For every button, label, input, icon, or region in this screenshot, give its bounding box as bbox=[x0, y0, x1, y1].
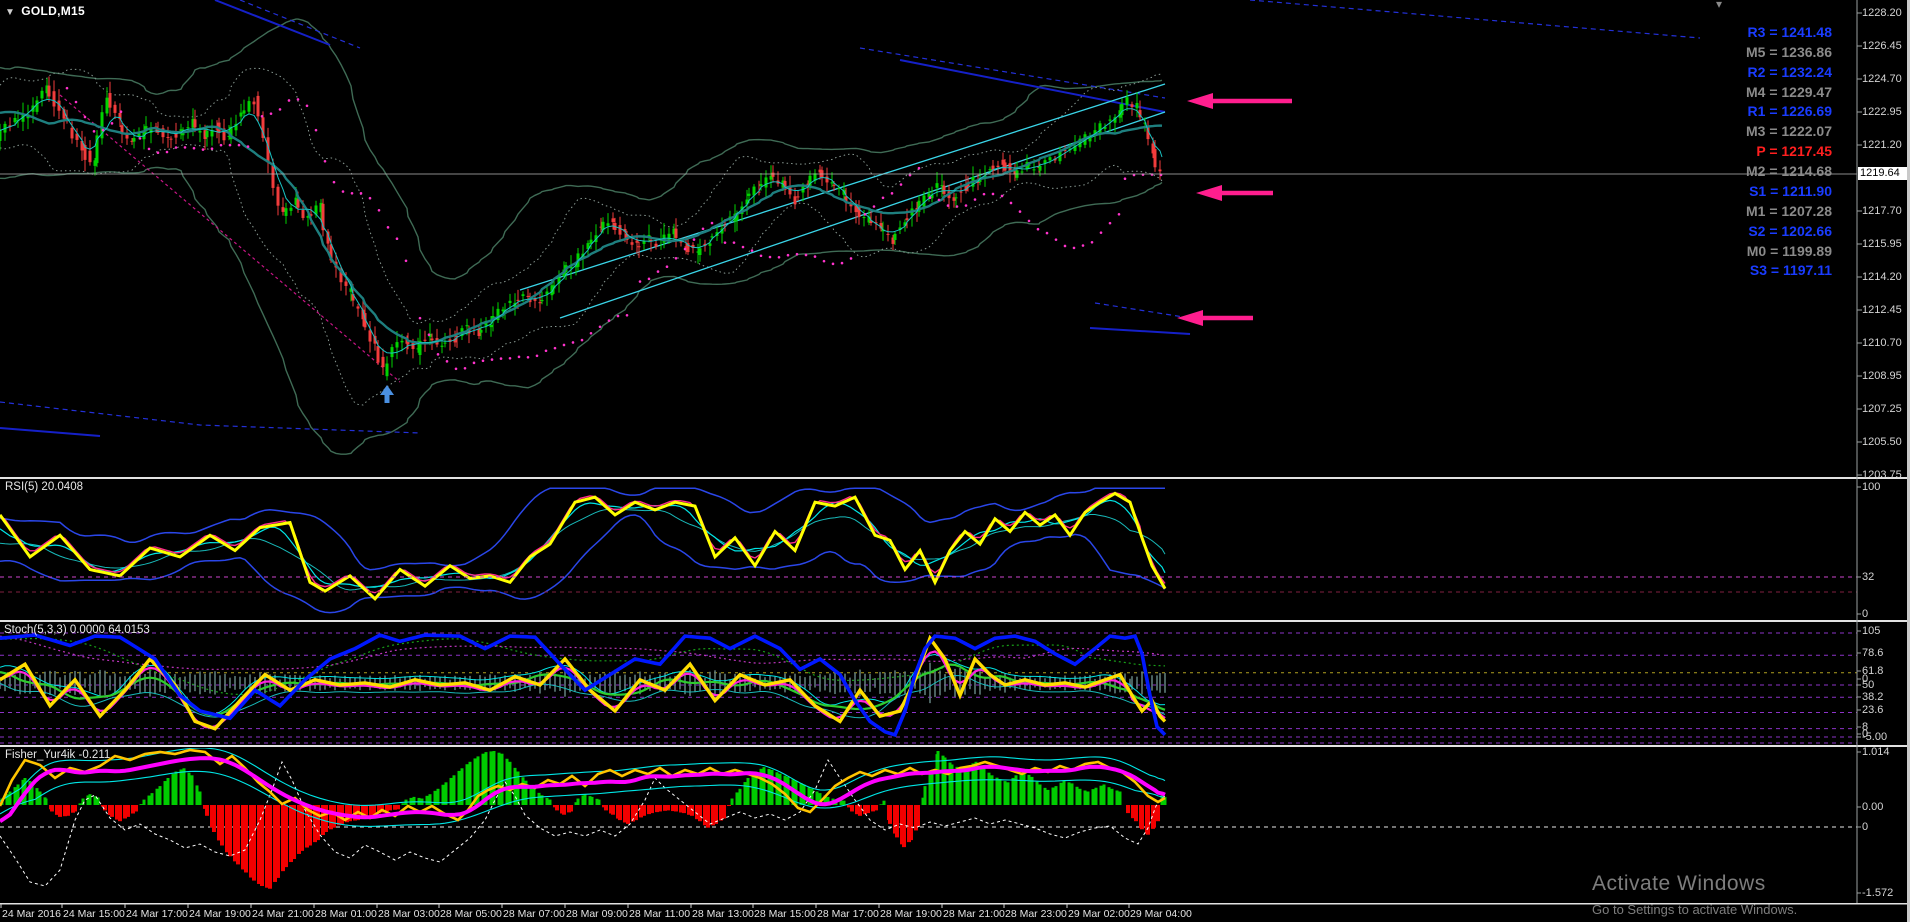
time-axis-label: 24 Mar 2016 bbox=[2, 908, 61, 920]
time-axis-label: 24 Mar 21:00 bbox=[252, 908, 314, 920]
stoch-axis-label: 0 bbox=[1862, 728, 1869, 740]
pivot-row-m4: M4 = 1229.47 bbox=[1745, 83, 1832, 100]
pivot-row-m3: M3 = 1222.07 bbox=[1745, 123, 1832, 140]
fisher-axis-label: 1.014 bbox=[1862, 746, 1890, 758]
stoch-axis-label: 23.6 bbox=[1862, 704, 1884, 716]
pivot-row-m1: M1 = 1207.28 bbox=[1745, 202, 1832, 219]
time-axis-label: 28 Mar 15:00 bbox=[754, 908, 816, 920]
stoch-axis-label: 50 bbox=[1862, 679, 1875, 691]
time-axis-label: 28 Mar 01:00 bbox=[315, 908, 377, 920]
time-axis-label: 24 Mar 19:00 bbox=[189, 908, 251, 920]
stoch-axis-label: 78.6 bbox=[1862, 647, 1884, 659]
symbol-title: ▼ GOLD,M15 bbox=[5, 4, 85, 18]
time-axis-label: 28 Mar 07:00 bbox=[503, 908, 565, 920]
stoch-axis-label: 38.2 bbox=[1862, 691, 1884, 703]
pivot-row-s2: S2 = 1202.66 bbox=[1748, 222, 1832, 239]
rsi-axis-label: 32 bbox=[1862, 571, 1875, 583]
fisher-axis-label: 0.00 bbox=[1862, 801, 1884, 813]
time-axis-label: 28 Mar 05:00 bbox=[440, 908, 502, 920]
scroll-to-end-icon[interactable]: ▾ bbox=[1716, 0, 1723, 11]
time-axis-label: 29 Mar 04:00 bbox=[1130, 908, 1192, 920]
symbol-label: GOLD,M15 bbox=[21, 4, 85, 18]
time-axis-label: 24 Mar 15:00 bbox=[63, 908, 125, 920]
price-axis-label: 1217.70 bbox=[1862, 205, 1902, 217]
current-price-tag: 1219.64 bbox=[1858, 167, 1909, 180]
price-axis-label: 1228.20 bbox=[1862, 7, 1902, 19]
stoch-axis-label: 105 bbox=[1862, 625, 1881, 637]
price-axis-label: 1212.45 bbox=[1862, 304, 1902, 316]
stoch-indicator-label: Stoch(5,3,3) 0.0000 64.0153 bbox=[4, 624, 150, 636]
price-axis-label: 1214.20 bbox=[1862, 271, 1902, 283]
stoch-axis-label: 8 bbox=[1862, 721, 1869, 733]
time-axis-label: 28 Mar 17:00 bbox=[817, 908, 879, 920]
price-axis-label: 1215.95 bbox=[1862, 238, 1902, 250]
window-edge bbox=[1907, 0, 1910, 922]
rsi-axis-label: 100 bbox=[1862, 481, 1881, 493]
time-axis-label: 28 Mar 21:00 bbox=[943, 908, 1005, 920]
activate-windows-watermark: Activate Windows Go to Settings to activ… bbox=[1592, 872, 1798, 917]
time-axis-label: 28 Mar 11:00 bbox=[629, 908, 691, 920]
fisher-axis-label: 0 bbox=[1862, 821, 1869, 833]
pivot-row-r3: R3 = 1241.48 bbox=[1747, 24, 1832, 40]
price-axis-label: 1224.70 bbox=[1862, 73, 1902, 85]
pivot-row-r2: R2 = 1232.24 bbox=[1747, 63, 1832, 80]
price-axis-label: 1221.20 bbox=[1862, 139, 1902, 151]
price-axis-label: 1226.45 bbox=[1862, 40, 1902, 52]
pivot-row-m5: M5 = 1236.86 bbox=[1745, 43, 1832, 60]
price-axis-label: 1207.25 bbox=[1862, 403, 1902, 415]
time-axis-label: 29 Mar 02:00 bbox=[1068, 908, 1130, 920]
pivot-row-m2: M2 = 1214.68 bbox=[1745, 163, 1832, 180]
price-axis-label: 1210.70 bbox=[1862, 337, 1902, 349]
time-axis-label: 28 Mar 13:00 bbox=[692, 908, 754, 920]
stoch-axis-label: 61.8 bbox=[1862, 665, 1884, 677]
stoch-axis-label: 0 bbox=[1862, 673, 1869, 685]
time-axis-label: 28 Mar 03:00 bbox=[378, 908, 440, 920]
time-axis-label: 28 Mar 19:00 bbox=[880, 908, 942, 920]
price-axis-label: 1222.95 bbox=[1862, 106, 1902, 118]
price-axis-label: 1203.75 bbox=[1862, 469, 1902, 481]
pivot-row-s3: S3 = 1197.11 bbox=[1749, 262, 1832, 279]
time-axis-label: 24 Mar 17:00 bbox=[126, 908, 188, 920]
stoch-axis-label: -5.00 bbox=[1862, 731, 1888, 743]
pivot-row-s1: S1 = 1211.90 bbox=[1749, 182, 1832, 199]
time-axis-label: 28 Mar 23:00 bbox=[1005, 908, 1067, 920]
price-axis-label: 1208.95 bbox=[1862, 370, 1902, 382]
symbol-collapse-icon[interactable]: ▼ bbox=[5, 7, 16, 18]
time-axis-label: 28 Mar 09:00 bbox=[566, 908, 628, 920]
fisher-indicator-label: Fisher_Yur4ik -0.211 bbox=[5, 749, 111, 761]
fisher-axis-label: -1.572 bbox=[1862, 887, 1894, 899]
pivot-row-p: P = 1217.45 bbox=[1756, 143, 1832, 160]
price-axis-label: 1205.50 bbox=[1862, 436, 1902, 448]
rsi-axis-label: 0 bbox=[1862, 608, 1869, 620]
pivot-row-m0: M0 = 1199.89 bbox=[1746, 242, 1832, 259]
pivot-row-r1: R1 = 1226.69 bbox=[1747, 103, 1832, 120]
rsi-indicator-label: RSI(5) 20.0408 bbox=[5, 481, 83, 493]
